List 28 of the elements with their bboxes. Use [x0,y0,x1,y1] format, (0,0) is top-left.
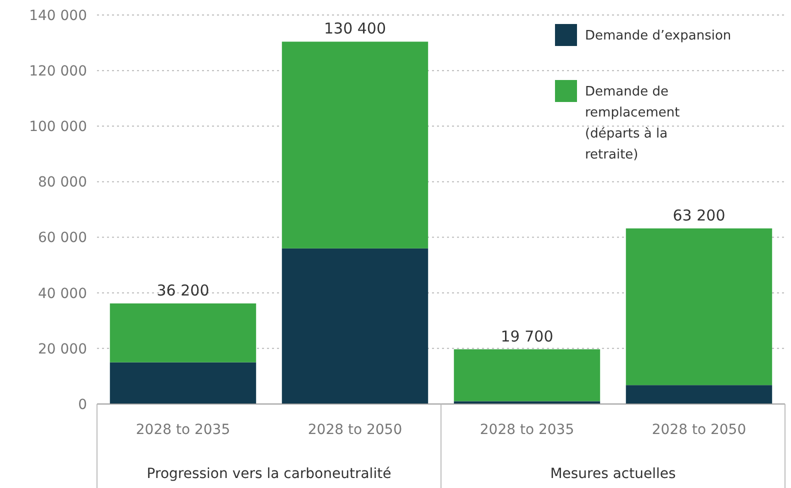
y-tick-label: 60 000 [38,230,87,246]
x-tick-label: 2028 to 2035 [136,422,230,438]
y-tick-label: 0 [78,396,87,413]
bar [110,303,256,362]
bar [454,349,600,402]
y-tick-label: 40 000 [38,286,87,302]
x-tick-label: 2028 to 2050 [308,422,402,438]
total-label: 63 200 [672,206,726,224]
x-tick-label: 2028 to 2035 [480,422,574,438]
y-tick-label: 100 000 [29,119,87,136]
y-tick-label: 20 000 [38,341,87,358]
x-tick-label: 2028 to 2050 [652,422,746,438]
bar [110,362,256,404]
y-tick-label: 80 000 [38,174,87,191]
y-tick-label: 120 000 [29,63,87,80]
bar [282,248,428,404]
bar [626,228,772,386]
y-tick-label: 140 000 [29,8,87,24]
legend-label: Demande d’expansion [585,28,732,44]
text: Progression vers la carboneutralité [146,466,392,482]
bar [626,385,772,404]
legend-label: Demande de remplacement (départs à la retraite) [585,84,680,163]
total-label: 19 700 [500,327,554,346]
total-label: 130 400 [324,20,386,38]
bar [454,401,600,404]
total-label: 36 200 [156,281,210,300]
bar [282,42,428,248]
text: Mesures actuelles [550,466,676,482]
